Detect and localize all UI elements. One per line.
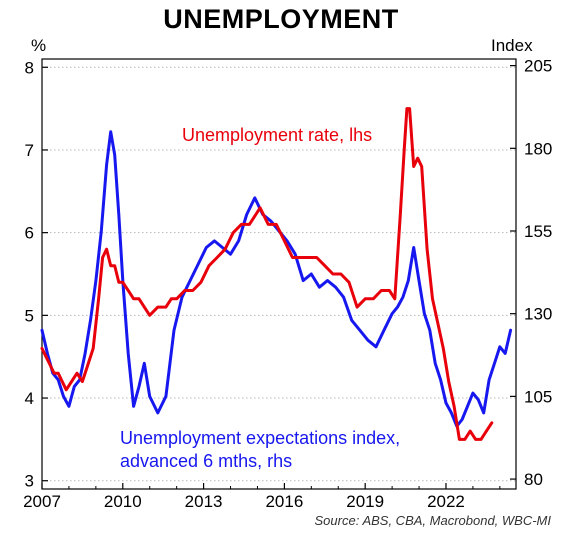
left-tick-label: 7 [25,141,34,160]
x-tick-label: 2010 [104,492,142,511]
x-tick-label: 2022 [427,492,465,511]
left-axis-ticks: 3 4 5 6 7 8 [25,58,48,491]
annotation-expectations-line2: advanced 6 mths, rhs [120,451,292,471]
right-axis-ticks: 80 105 130 155 180 205 [510,57,552,489]
series-expectations-index-line [40,130,513,428]
right-tick-label: 80 [524,470,543,489]
annotation-unemployment-rate: Unemployment rate, lhs [182,125,372,145]
right-tick-label: 130 [524,305,552,324]
x-tick-label: 2007 [23,492,61,511]
right-tick-label: 180 [524,139,552,158]
annotation-expectations-line1: Unemployment expectations index, [120,428,400,448]
series-lines [40,107,513,441]
x-tick-label: 2019 [346,492,384,511]
source-note: Source: ABS, CBA, Macrobond, WBC-MI [315,513,552,528]
series-unemployment-rate-line [40,107,494,441]
left-tick-label: 3 [25,472,34,491]
right-tick-label: 205 [524,57,552,76]
x-tick-label: 2016 [265,492,303,511]
right-axis-unit: Index [491,36,533,55]
left-tick-label: 5 [25,306,34,325]
left-tick-label: 6 [25,224,34,243]
plot-frame [41,58,517,490]
left-tick-label: 8 [25,58,34,77]
x-tick-label: 2013 [185,492,223,511]
left-tick-label: 4 [25,389,34,408]
right-tick-label: 155 [524,222,552,241]
chart-title: UNEMPLOYMENT [163,4,399,34]
left-axis-unit: % [31,36,46,55]
right-tick-label: 105 [524,387,552,406]
x-axis-ticks: 2007 2010 2013 2016 2019 2022 [23,483,501,511]
